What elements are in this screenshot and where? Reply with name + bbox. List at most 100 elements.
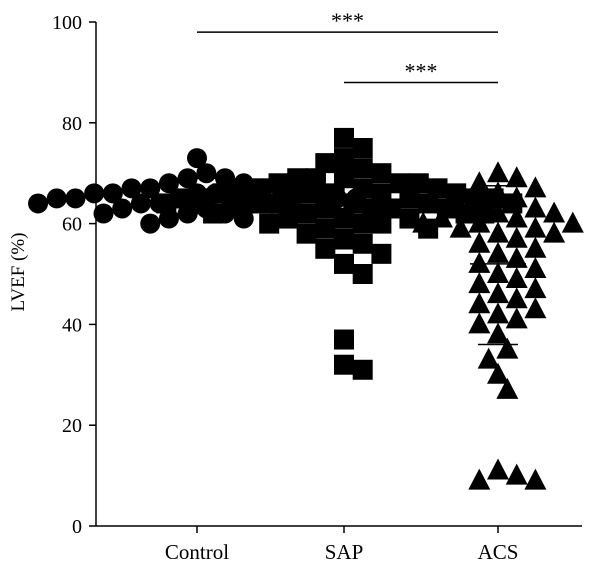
data-point-acs: [468, 231, 491, 253]
data-points: [28, 127, 584, 490]
data-point-sap: [427, 178, 448, 199]
y-tick-label: 60: [62, 214, 82, 236]
y-axis-label: LVEF (%): [8, 233, 29, 312]
data-point-acs: [496, 337, 519, 359]
significance-label: ***: [331, 8, 364, 33]
data-point-acs: [505, 267, 528, 289]
data-point-acs: [505, 307, 528, 329]
data-point-sap: [352, 213, 373, 234]
data-point-control: [130, 193, 151, 214]
data-point-sap: [221, 198, 242, 219]
y-tick-label: 80: [62, 113, 82, 135]
data-point-acs: [524, 297, 547, 319]
y-tick-label: 20: [62, 415, 82, 437]
data-point-acs: [524, 256, 547, 278]
data-point-control: [158, 173, 179, 194]
data-point-control: [215, 168, 236, 189]
data-point-sap: [259, 213, 280, 234]
data-point-acs: [487, 362, 509, 384]
data-point-sap: [334, 127, 354, 148]
data-point-control: [112, 198, 133, 219]
data-point-acs: [505, 206, 528, 228]
data-point-sap: [371, 213, 392, 234]
data-point-sap: [352, 138, 373, 158]
data-point-sap: [268, 173, 289, 194]
data-point-control: [65, 188, 86, 209]
data-point-acs: [487, 322, 509, 344]
data-point-acs: [487, 458, 509, 480]
data-point-sap: [334, 228, 354, 249]
data-point-sap: [334, 168, 354, 189]
data-point-acs: [477, 347, 500, 369]
significance-label: ***: [405, 58, 438, 83]
data-point-sap: [277, 208, 298, 229]
x-tick-label: Control: [165, 540, 229, 564]
significance-brackets: *** ***: [197, 8, 498, 83]
data-point-acs: [468, 211, 491, 233]
data-point-sap: [156, 193, 177, 214]
data-point-acs: [543, 201, 566, 223]
data-point-acs: [487, 262, 509, 283]
data-point-acs: [468, 171, 491, 193]
data-point-acs: [468, 251, 491, 273]
data-point-control: [140, 213, 161, 234]
data-point-sap: [277, 188, 298, 209]
data-point-sap: [408, 173, 429, 194]
data-point-acs: [505, 226, 528, 248]
data-point-acs: [524, 216, 547, 238]
data-point-sap: [352, 359, 373, 380]
data-point-sap: [371, 243, 392, 264]
data-point-sap: [334, 148, 354, 169]
data-point-acs: [505, 463, 528, 485]
data-point-acs: [505, 246, 528, 268]
data-point-acs: [487, 221, 509, 243]
data-point-acs: [487, 201, 509, 223]
data-point-acs: [524, 236, 547, 258]
data-point-acs: [449, 196, 472, 218]
summary-lines: [169, 167, 526, 346]
data-point-control: [102, 183, 123, 204]
data-point-sap: [324, 183, 345, 204]
x-tick-label: ACS: [478, 540, 519, 564]
data-point-sap: [296, 223, 317, 244]
data-point-control: [93, 203, 114, 224]
data-point-sap: [362, 198, 383, 219]
data-point-sap: [334, 208, 354, 229]
data-point-sap: [371, 163, 392, 184]
data-point-acs: [487, 241, 509, 263]
data-point-sap: [175, 188, 196, 209]
data-point-acs: [430, 206, 453, 228]
data-point-sap: [352, 264, 373, 284]
data-point-acs: [468, 272, 491, 294]
data-point-acs: [524, 277, 547, 299]
data-point-sap: [390, 173, 411, 194]
data-point-sap: [259, 193, 280, 214]
data-point-acs: [449, 216, 472, 238]
data-point-sap: [334, 329, 354, 350]
data-point-acs: [487, 161, 509, 183]
data-point-sap: [249, 178, 270, 199]
data-point-sap: [334, 253, 354, 274]
data-point-control: [84, 183, 105, 204]
data-point-control: [46, 188, 67, 209]
y-tick-label: 40: [62, 314, 82, 336]
data-point-control: [158, 208, 179, 229]
data-point-acs: [505, 287, 528, 309]
data-point-acs: [561, 211, 584, 233]
data-point-sap: [193, 188, 214, 209]
data-point-acs: [496, 377, 519, 399]
data-point-acs: [524, 176, 547, 198]
data-point-sap: [371, 183, 392, 204]
data-point-sap: [296, 183, 317, 204]
data-point-sap: [296, 203, 317, 224]
data-point-sap: [231, 178, 252, 199]
data-point-sap: [352, 233, 373, 254]
data-point-acs: [505, 186, 528, 208]
data-point-sap: [399, 188, 420, 209]
data-point-control: [196, 163, 217, 184]
data-point-sap: [334, 354, 354, 375]
y-tick-label: 0: [72, 516, 82, 538]
data-point-acs: [487, 302, 509, 324]
data-point-sap: [352, 178, 373, 199]
